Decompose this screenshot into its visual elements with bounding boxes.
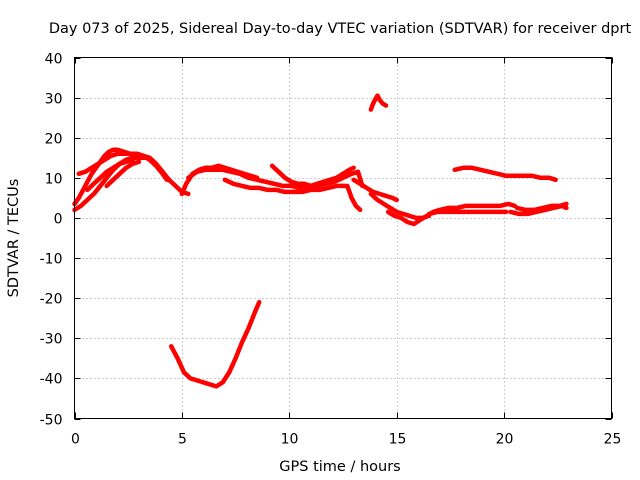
grid-lines	[74, 57, 612, 419]
x-tick-label: 15	[389, 432, 407, 448]
series-arc-3	[76, 151, 170, 183]
y-tick-label: -20	[40, 292, 63, 308]
x-tick-label: 10	[281, 432, 299, 448]
series-arc-2	[72, 155, 148, 213]
x-axis-label: GPS time / hours	[279, 459, 400, 475]
x-tick-label: 0	[71, 432, 80, 448]
series-arc-7	[186, 167, 365, 191]
series-arc-5	[104, 159, 142, 189]
series-arc-14	[426, 209, 509, 217]
y-tick-label: -50	[40, 413, 63, 429]
y-axis-label: SDTVAR / TECUs	[6, 179, 22, 298]
chart-title: Day 073 of 2025, Sidereal Day-to-day VTE…	[49, 21, 632, 37]
y-tick-label: 30	[45, 92, 63, 108]
series-arc-19	[168, 299, 262, 389]
y-tick-label: 40	[45, 52, 63, 68]
tick-labels: 0 5 10 15 20 25 40 30 20 10 0 -10 -20 -30 -40 -50	[40, 52, 622, 448]
x-tick-label: 25	[604, 432, 622, 448]
series-arc-10	[345, 183, 363, 213]
data-series	[72, 93, 569, 389]
x-tick-label: 20	[496, 432, 514, 448]
x-tick-label: 5	[178, 432, 187, 448]
y-tick-label: 20	[45, 132, 63, 148]
y-tick-label: -30	[40, 332, 63, 348]
series-arc-18	[368, 93, 389, 112]
series-arc-16	[514, 201, 569, 213]
series-arc-4	[85, 157, 135, 193]
series-arc-13	[385, 201, 518, 227]
y-tick-label: 0	[54, 212, 63, 228]
axis-ticks	[74, 57, 613, 420]
series-arc-11	[351, 177, 399, 203]
series-arc-17	[452, 165, 558, 183]
y-tick-label: -40	[40, 372, 63, 388]
plot-frame	[74, 57, 612, 419]
series-arc-12	[368, 191, 432, 221]
series-arc-9	[269, 163, 356, 189]
y-tick-label: 10	[45, 172, 63, 188]
series-arc-8	[222, 177, 348, 195]
y-tick-label: -10	[40, 252, 63, 268]
